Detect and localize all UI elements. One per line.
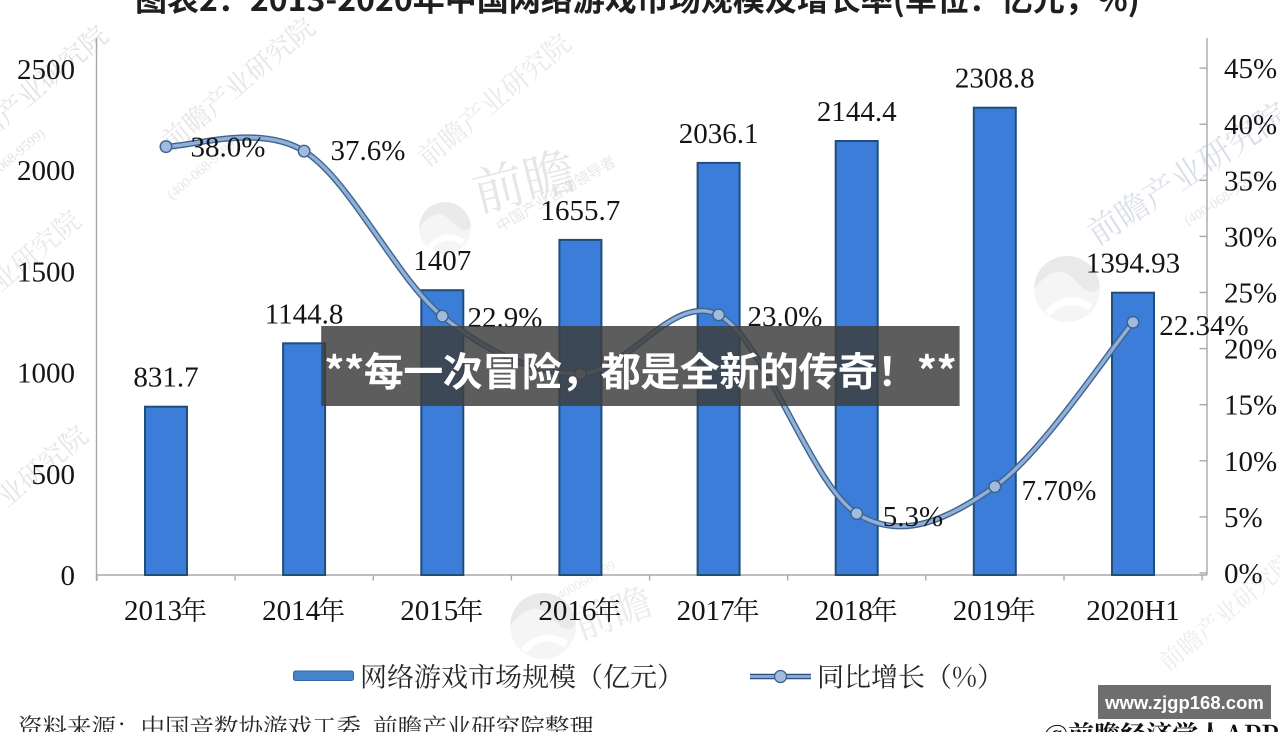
svg-text:20%: 20% [1224, 334, 1277, 366]
svg-text:35%: 35% [1224, 165, 1277, 197]
svg-text:7.70%: 7.70% [1022, 475, 1097, 507]
svg-text:15%: 15% [1224, 390, 1277, 422]
svg-text:22.34%: 22.34% [1159, 310, 1248, 342]
svg-text:1144.8: 1144.8 [265, 298, 344, 330]
svg-text:1000: 1000 [17, 358, 75, 390]
svg-text:5.3%: 5.3% [883, 501, 943, 533]
svg-text:45%: 45% [1224, 53, 1277, 85]
svg-text:2018: 2018 [815, 595, 873, 627]
svg-text:40%: 40% [1224, 109, 1277, 141]
svg-text:2020H1: 2020H1 [1086, 595, 1179, 627]
svg-text:1407: 1407 [413, 245, 471, 277]
svg-text:2308.8: 2308.8 [955, 63, 1035, 95]
svg-text:2144.4: 2144.4 [817, 96, 897, 128]
svg-text:500: 500 [32, 459, 76, 491]
svg-text:www.zjgp168.com: www.zjgp168.com [1104, 692, 1264, 713]
svg-text:1500: 1500 [17, 256, 75, 288]
svg-text:2016: 2016 [538, 595, 596, 627]
svg-text:2036.1: 2036.1 [679, 118, 759, 150]
svg-text:2014: 2014 [262, 595, 321, 627]
svg-text:2017: 2017 [677, 595, 735, 627]
svg-text:0%: 0% [1224, 558, 1263, 590]
svg-text:831.7: 831.7 [133, 362, 198, 394]
svg-text:2500: 2500 [17, 54, 75, 86]
svg-text:2013: 2013 [124, 595, 182, 627]
svg-text:30%: 30% [1224, 221, 1277, 253]
svg-text:2000: 2000 [17, 155, 75, 187]
svg-text:37.6%: 37.6% [331, 135, 406, 167]
svg-text:38.0%: 38.0% [191, 132, 266, 164]
svg-text:0: 0 [61, 560, 76, 592]
svg-text:10%: 10% [1224, 446, 1277, 478]
svg-text:25%: 25% [1224, 278, 1277, 310]
svg-text:1655.7: 1655.7 [541, 195, 621, 227]
svg-text:2019: 2019 [953, 595, 1011, 627]
svg-text:1394.93: 1394.93 [1086, 248, 1180, 280]
svg-text:2015: 2015 [400, 595, 458, 627]
svg-text:5%: 5% [1224, 502, 1263, 534]
